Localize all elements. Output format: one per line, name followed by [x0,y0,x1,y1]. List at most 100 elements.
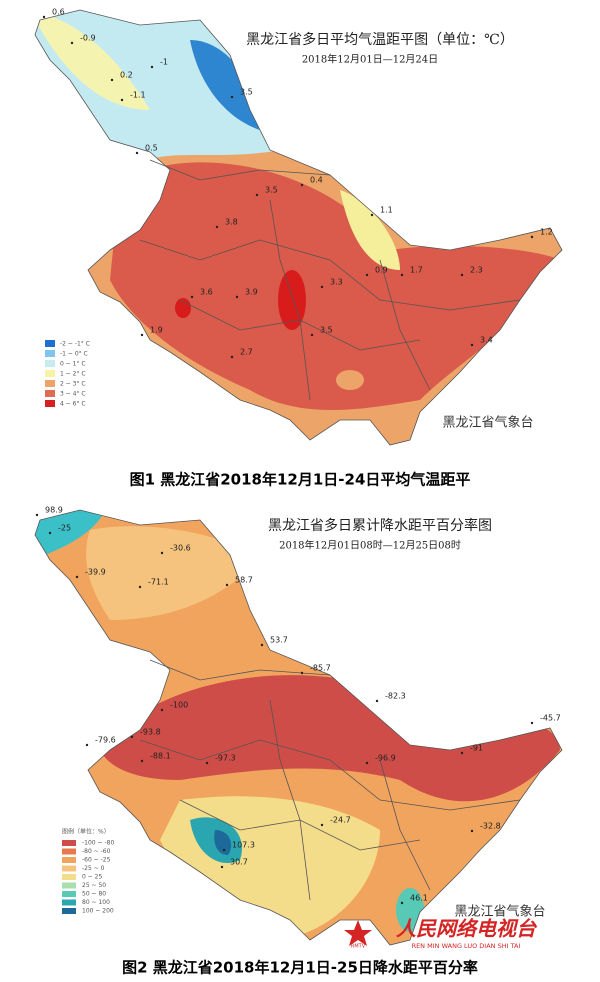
legend-swatch [45,390,55,397]
station-dot [310,333,314,337]
legend-title: 图例（单位：%） [62,828,110,836]
station-dot [225,583,229,587]
station-dot [260,643,264,647]
station-value: -1 [160,58,168,67]
station-value: -85.7 [310,664,331,673]
station-dot [150,65,154,69]
legend-swatch [62,857,76,863]
station-value: -71.1 [148,578,169,587]
station-value: -25 [58,524,71,533]
station-dot [230,95,234,99]
station-value: 0.9 [375,266,388,275]
station-dot [35,513,39,517]
legend-label: 1 ~ 2° C [60,371,86,378]
station-dot [375,699,379,703]
legend-swatch [62,874,76,880]
station-value: 3.3 [330,278,343,287]
watermark: 人民网络电视台 [396,917,538,941]
legend-swatch [45,340,55,347]
station-value: 107.3 [232,841,255,850]
station-value: -32.8 [480,822,501,831]
station-dot [222,848,226,852]
station-dot [140,759,144,763]
station-dot [140,333,144,337]
legend-swatch [62,848,76,855]
legend-swatch [62,899,76,906]
caption: 图1 黑龙江省2018年12月1日-24日平均气温距平 [130,471,471,489]
station-value: 3.4 [480,336,493,345]
station-value: 2.3 [470,266,483,275]
map-source: 黑龙江省气象台 [454,904,545,920]
legend-label: -2 ~ -1° C [60,341,90,348]
station-dot [230,355,234,359]
station-dot [130,735,134,739]
station-dot [160,551,164,555]
station-dot [85,743,89,747]
station-dot [530,721,534,725]
station-value: 1.1 [380,206,393,215]
station-dot [300,671,304,675]
legend-label: -100 ~ -80 [82,840,114,847]
station-dot [135,151,139,155]
station-value: -88.1 [150,752,171,761]
watermark-logo: RMTV [351,944,366,950]
legend-swatch [62,891,76,897]
station-dot [110,78,114,82]
station-value: 0.2 [120,71,133,80]
station-value: 3.6 [200,288,213,297]
station-dot [235,295,239,299]
station-dot [460,273,464,277]
station-value: 46.1 [410,894,428,903]
legend-swatch [45,350,55,357]
station-value: 2.7 [240,348,253,357]
station-dot [255,193,259,197]
station-value: -97.3 [215,754,236,763]
map-source: 黑龙江省气象台 [442,415,533,431]
station-value: -79.6 [95,736,116,745]
station-value: -91 [470,744,483,753]
station-value: 0.4 [310,176,323,185]
precipitation-map: 黑龙江省多日累计降水距平百分率图 2018年12月01日08时—12月25日08… [34,506,563,977]
legend-label: 2 ~ 3° C [60,381,86,388]
station-value: 0.5 [145,144,158,153]
watermark-pinyin: REN MIN WANG LUO DIAN SHI TAI [412,942,521,950]
station-value: 53.7 [270,636,288,645]
station-value: 58.7 [235,576,253,585]
station-dot [48,531,52,535]
legend-label: 3 ~ 4° C [60,391,86,398]
station-dot [370,213,374,217]
station-dot [365,761,369,765]
station-dot [138,585,142,589]
station-dot [70,41,74,45]
legend-label: -1 ~ 0° C [60,351,88,358]
legend-label: 80 ~ 100 [82,899,110,906]
station-value: -24.7 [330,816,351,825]
legend-label: -80 ~ -60 [82,848,111,855]
map-subtitle: 2018年12月01日08时—12月25日08时 [279,539,461,552]
station-value: -82.3 [385,692,406,701]
legend-swatch [62,865,76,872]
legend-label: 25 ~ 50 [82,882,106,889]
station-value: -30.6 [170,544,191,553]
station-dot [320,285,324,289]
station-dot [190,295,194,299]
legend-label: -60 ~ -25 [82,857,111,864]
station-dot [120,98,124,102]
station-dot [160,708,164,712]
station-value: 3.5 [320,326,333,335]
station-dot [300,183,304,187]
station-value: -93.8 [140,728,161,737]
station-dot [400,901,404,905]
station-dot [205,761,209,765]
legend-label: 100 ~ 200 [82,908,114,915]
map-fill [35,10,562,445]
legend-label: 0 ~ 1° C [60,361,86,368]
station-value: 98.9 [45,506,63,515]
legend-label: 4 ~ 6° C [60,401,86,408]
legend-label: 50 ~ 80 [82,891,106,898]
station-value: 1.9 [150,326,163,335]
station-value: 1.7 [410,266,423,275]
station-dot [220,865,224,869]
station-value: 30.7 [230,858,248,867]
